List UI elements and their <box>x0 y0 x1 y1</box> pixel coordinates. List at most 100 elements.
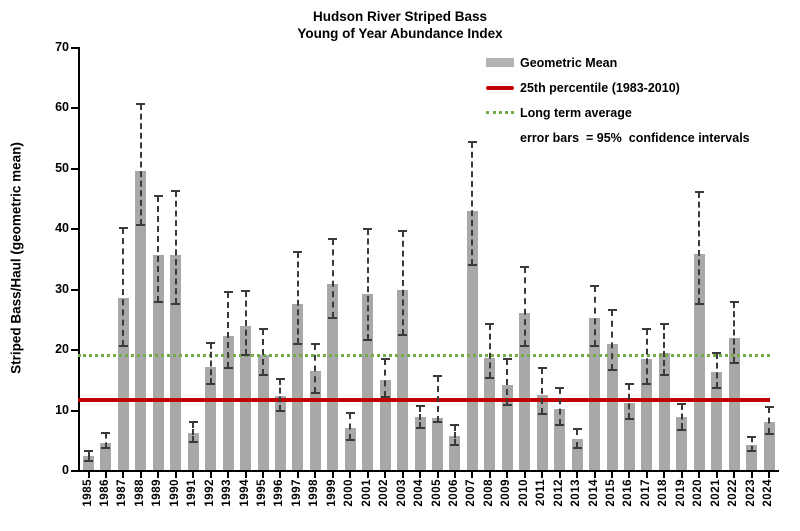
x-tick-label: 2021 <box>709 479 722 507</box>
error-bar-top-cap <box>624 382 634 385</box>
bar <box>205 367 217 470</box>
bar <box>693 254 705 470</box>
chart-title-line1: Hudson River Striped Bass <box>312 9 488 24</box>
error-bar-bottom-cap <box>101 446 111 449</box>
y-tick-mark <box>71 47 78 49</box>
error-bar-top-cap <box>572 427 582 430</box>
error-bar <box>104 433 107 448</box>
error-bar-bottom-cap <box>677 428 687 431</box>
x-tick-label: 2001 <box>360 479 373 507</box>
x-tick-mark <box>262 472 264 478</box>
bar <box>379 379 391 470</box>
error-bar-bottom-cap <box>450 443 460 446</box>
error-bar-top-cap <box>345 411 355 414</box>
error-bar-top-cap <box>607 309 617 312</box>
bar <box>117 298 129 470</box>
y-axis-label: Striped Bass/Haul (geometric mean) <box>8 142 24 374</box>
x-tick-mark <box>139 472 142 478</box>
error-bar-bottom-cap <box>275 410 285 413</box>
y-axis-line <box>78 47 80 472</box>
error-bar-top-cap <box>712 351 722 354</box>
error-bar <box>541 368 544 415</box>
x-tick-label: 2006 <box>447 479 460 507</box>
x-tick-mark <box>87 472 90 478</box>
error-bar-bottom-cap <box>328 317 338 320</box>
x-tick-mark <box>157 472 160 478</box>
error-bar <box>680 403 683 430</box>
x-tick-label: 1993 <box>221 479 234 507</box>
error-bar-bottom-cap <box>467 264 477 267</box>
x-tick-label: 2002 <box>378 479 391 507</box>
gray-bar-swatch <box>486 58 514 67</box>
x-tick-mark <box>419 472 422 478</box>
error-bar <box>174 190 177 304</box>
x-tick-label: 1989 <box>151 479 164 507</box>
bar <box>536 395 548 470</box>
x-tick-mark <box>227 472 230 478</box>
x-tick-mark <box>366 472 369 478</box>
error-bar-top-cap <box>485 322 495 325</box>
x-tick-label: 2004 <box>413 479 426 507</box>
bar <box>327 283 339 470</box>
x-tick-label: 2012 <box>552 479 565 507</box>
percentile-reference-line <box>78 397 770 402</box>
y-tick-label: 70 <box>55 40 69 54</box>
bar <box>589 318 601 470</box>
x-tick-mark <box>715 472 718 478</box>
error-bar-bottom-cap <box>642 382 652 385</box>
x-axis-line <box>78 470 779 472</box>
x-tick-label: 2008 <box>482 479 495 507</box>
error-bar <box>733 302 736 364</box>
x-tick-mark <box>104 472 107 478</box>
error-bar-bottom-cap <box>572 447 582 450</box>
error-bar-bottom-cap <box>485 377 495 380</box>
bar <box>100 442 112 470</box>
error-bar <box>227 292 230 368</box>
bar <box>135 171 147 470</box>
y-tick-label: 20 <box>55 342 69 357</box>
error-bar <box>296 252 299 345</box>
bar <box>397 289 409 470</box>
x-tick-label: 2018 <box>657 479 670 507</box>
x-tick-mark <box>174 472 177 478</box>
error-bar-top-cap <box>328 237 338 240</box>
bar <box>362 294 374 470</box>
x-tick-mark <box>733 472 736 478</box>
y-tick-label: 50 <box>55 160 69 175</box>
x-tick-mark <box>611 472 613 478</box>
error-bar <box>366 228 369 341</box>
green-dotted-line-swatch <box>486 111 514 114</box>
x-tick-label: 1997 <box>290 479 303 507</box>
error-bar <box>209 343 212 385</box>
x-tick-label: 1995 <box>256 479 268 507</box>
x-tick-label: 2019 <box>674 479 687 507</box>
legend-item-25th-percentile: 25th percentile (1983-2010) <box>486 75 750 100</box>
legend-label: Long term average <box>520 105 632 120</box>
error-bar-top-cap <box>310 343 320 346</box>
y-tick-label: 0 <box>62 463 69 477</box>
x-tick-mark <box>401 472 404 478</box>
error-bar-bottom-cap <box>380 395 390 398</box>
x-tick-mark <box>576 472 579 478</box>
empty-swatch <box>486 133 514 142</box>
x-tick-label: 2009 <box>500 479 513 507</box>
x-tick-mark <box>122 472 125 478</box>
x-tick-label: 2003 <box>395 479 408 507</box>
bar <box>676 417 688 470</box>
x-tick-mark <box>750 472 753 478</box>
y-tick-label: 30 <box>55 281 69 296</box>
x-tick-mark <box>523 472 526 478</box>
error-bar-bottom-cap <box>310 392 320 395</box>
x-tick-label: 2005 <box>430 479 443 507</box>
error-bar <box>331 238 334 319</box>
x-tick-mark <box>698 472 701 478</box>
bar <box>728 337 740 470</box>
error-bar <box>628 383 631 420</box>
error-bar-bottom-cap <box>136 224 146 227</box>
legend-item-error-bars-note: error bars = 95% confidence intervals <box>486 125 750 150</box>
error-bar-bottom-cap <box>223 366 233 369</box>
error-bar <box>698 192 701 304</box>
x-tick-mark <box>209 472 212 478</box>
bar <box>309 370 321 470</box>
